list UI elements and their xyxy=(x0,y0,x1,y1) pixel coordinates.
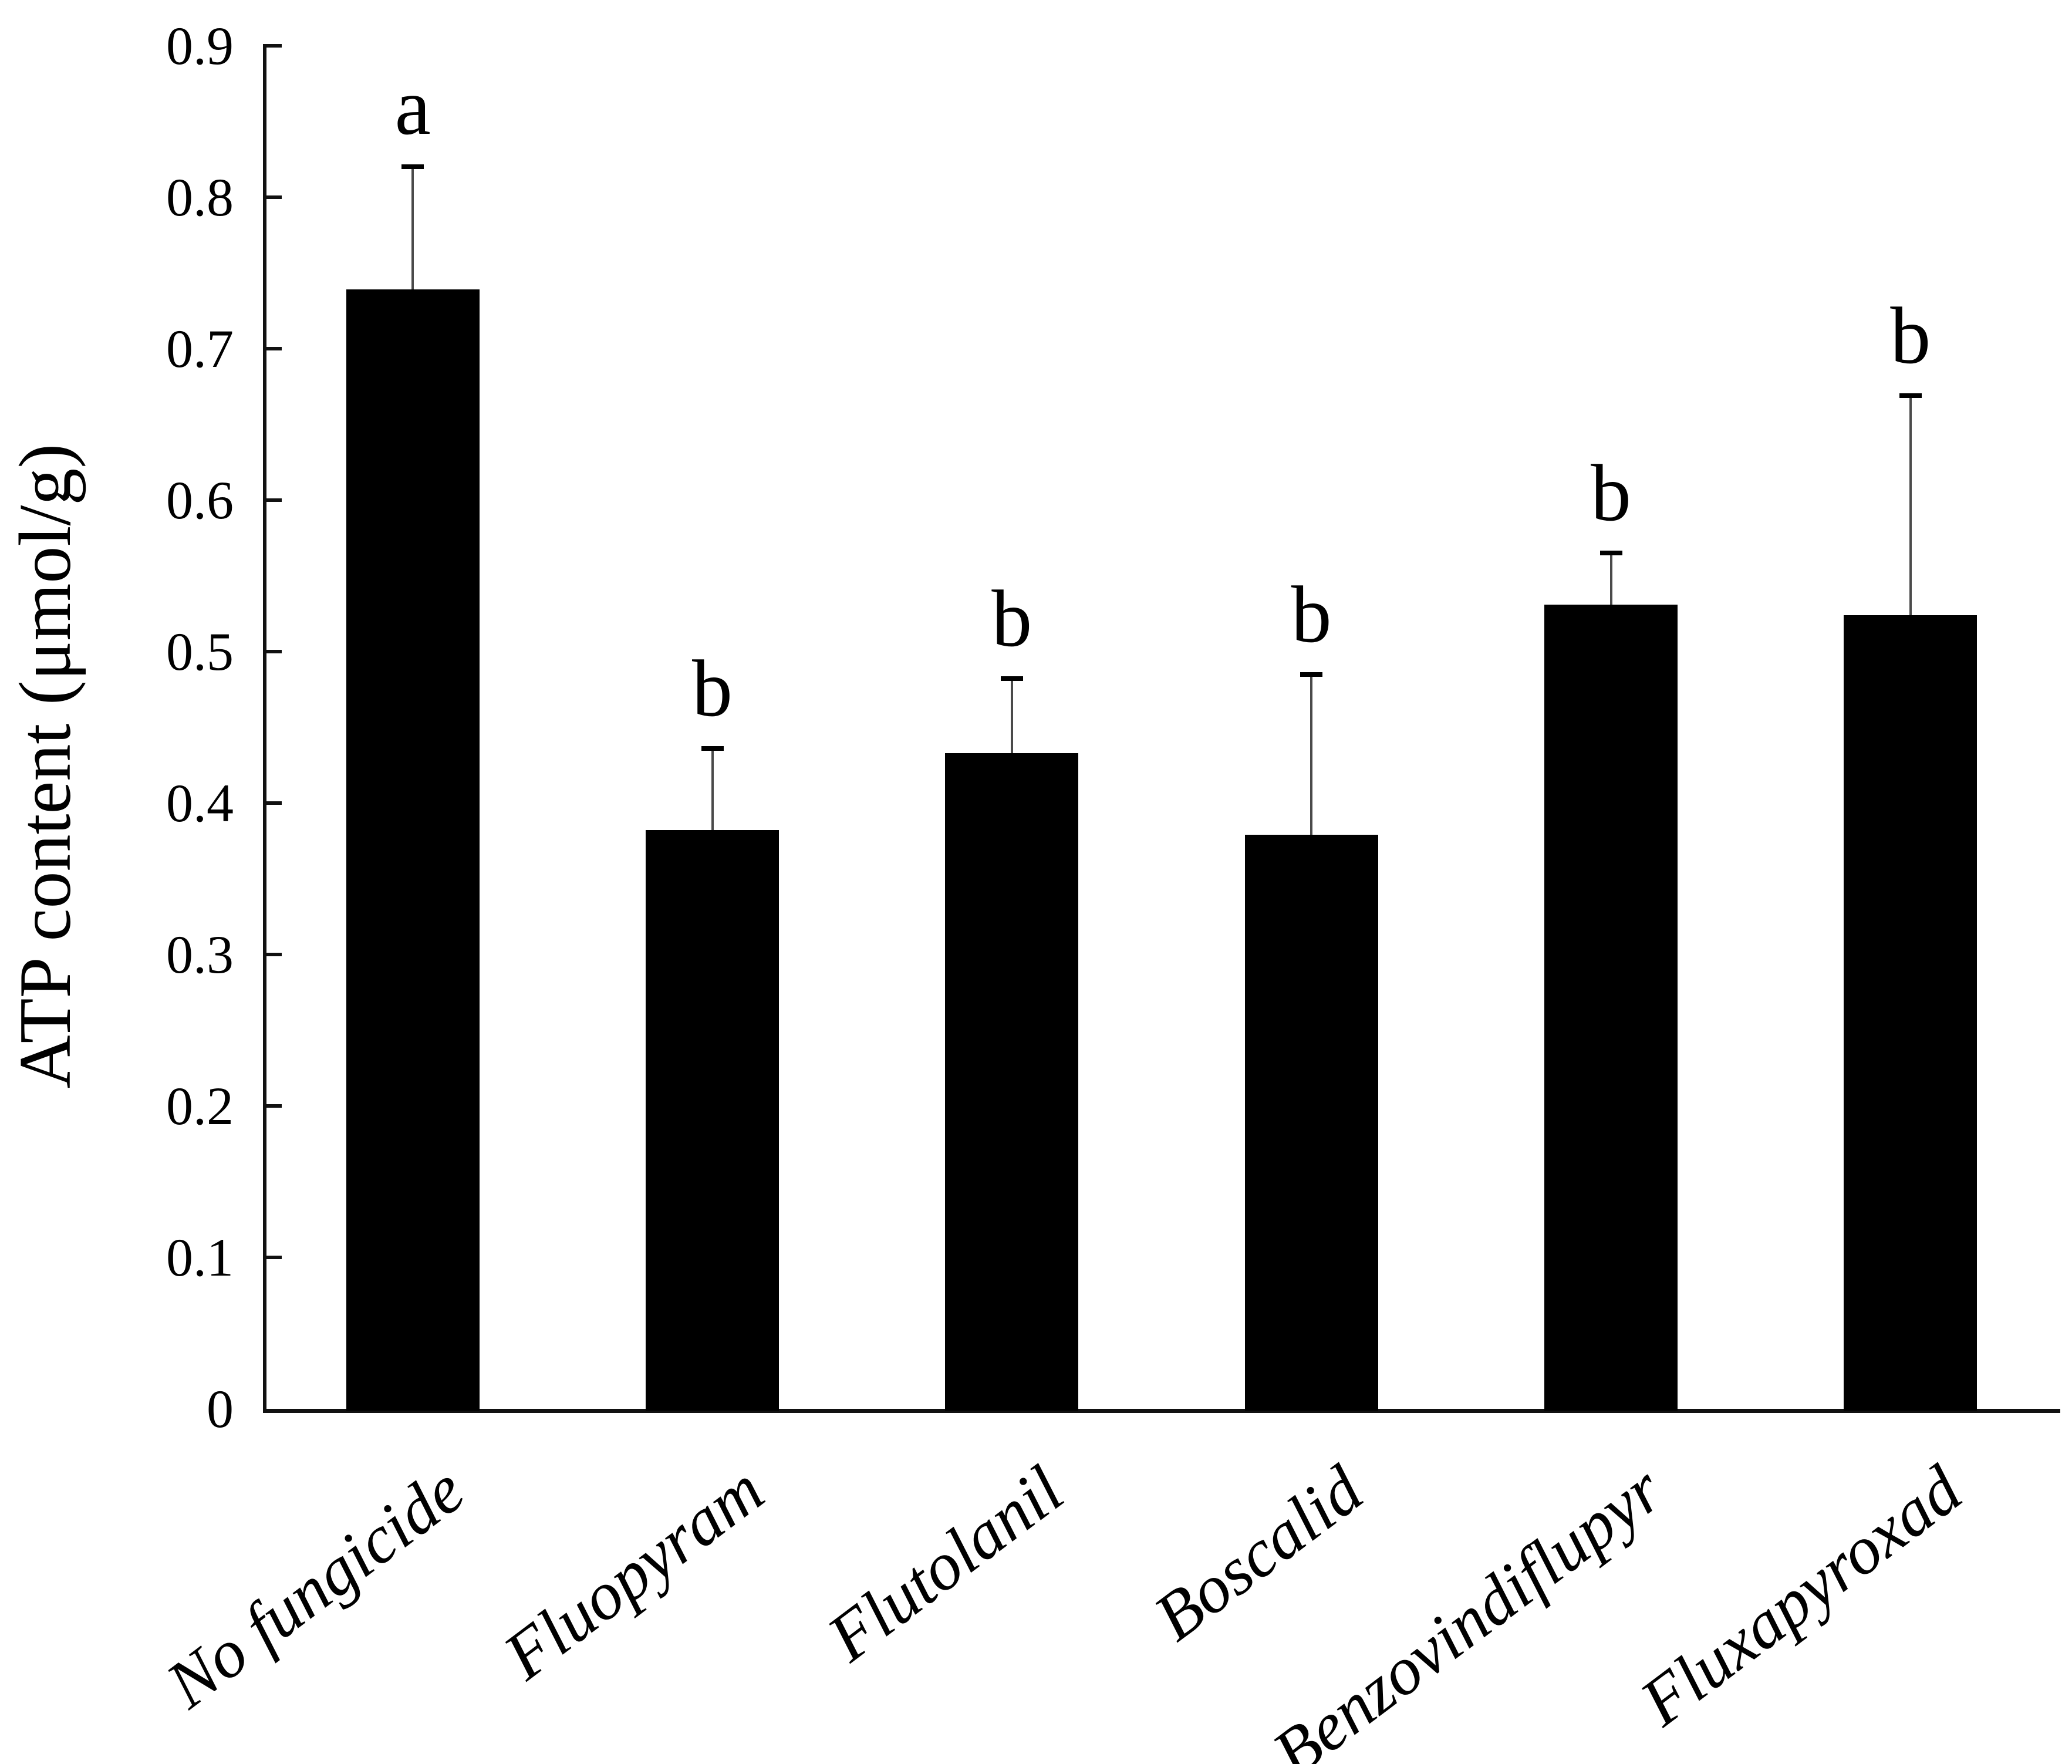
x-category-label: No fungicide xyxy=(153,1452,478,1723)
y-tick xyxy=(263,650,282,653)
y-tick-label: 0.8 xyxy=(166,167,234,227)
y-tick xyxy=(263,953,282,956)
bar xyxy=(646,830,779,1411)
error-bar-cap xyxy=(1000,676,1023,682)
error-bar xyxy=(711,748,714,831)
y-tick xyxy=(263,1256,282,1259)
y-tick-label: 0.4 xyxy=(166,773,234,833)
x-category-label: Fluxapyroxad xyxy=(1627,1452,1976,1741)
x-axis-line xyxy=(263,1409,2060,1413)
error-bar xyxy=(1010,679,1013,753)
y-tick-label: 0.9 xyxy=(166,16,234,76)
y-tick xyxy=(263,44,282,48)
y-tick-label: 0.3 xyxy=(166,925,234,984)
error-bar-cap xyxy=(1599,551,1622,556)
error-bar-cap xyxy=(701,746,724,751)
y-tick-label: 0.6 xyxy=(166,470,234,530)
error-bar xyxy=(1609,553,1612,605)
sig-letter: b xyxy=(1890,290,1931,380)
x-category-label: Fluopyram xyxy=(490,1452,778,1694)
bar xyxy=(346,289,480,1411)
error-bar xyxy=(1909,395,1912,616)
sig-letter: a xyxy=(394,62,431,152)
bar xyxy=(1844,615,1977,1411)
sig-letter: b xyxy=(692,643,733,734)
y-axis-title: ATP content (μmol/g) xyxy=(5,443,86,1089)
y-tick-label: 0.5 xyxy=(166,622,234,682)
y-tick xyxy=(263,1104,282,1108)
y-tick-label: 0.1 xyxy=(166,1227,234,1287)
sig-letter: b xyxy=(1591,448,1631,538)
sig-letter: b xyxy=(991,574,1032,664)
y-tick-label: 0.7 xyxy=(166,319,234,379)
x-category-label: Flutolanil xyxy=(814,1452,1077,1676)
y-axis-line xyxy=(263,44,266,1412)
y-tick xyxy=(263,195,282,199)
y-tick-label: 0 xyxy=(207,1379,234,1439)
error-bar xyxy=(1310,674,1313,835)
x-category-label: Boscalid xyxy=(1140,1452,1377,1655)
bar xyxy=(1544,605,1678,1411)
error-bar-cap xyxy=(401,164,424,170)
bar xyxy=(1244,835,1378,1411)
error-bar xyxy=(411,167,414,290)
y-tick-label: 0.2 xyxy=(166,1076,234,1136)
bar xyxy=(945,753,1079,1411)
y-tick xyxy=(263,347,282,350)
y-tick xyxy=(263,801,282,805)
y-tick xyxy=(263,498,282,502)
sig-letter: b xyxy=(1291,569,1332,659)
error-bar-cap xyxy=(1899,393,1922,398)
error-bar-cap xyxy=(1300,672,1323,677)
